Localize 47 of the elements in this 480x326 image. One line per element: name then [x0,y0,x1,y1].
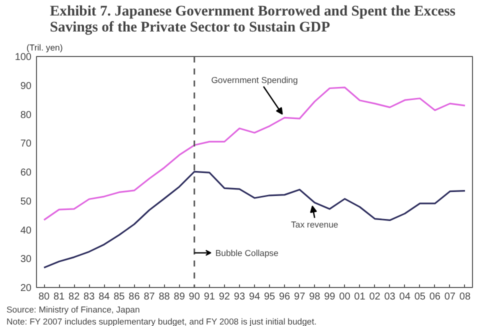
line-series [43,86,466,221]
x-tick-label: 90 [188,292,200,302]
x-tick-label: 02 [369,292,381,302]
y-tick-label: 20 [20,283,32,294]
x-tick-label: 92 [218,292,230,302]
x-tick-label: 97 [294,292,306,302]
y-tick-label: 60 [20,168,32,178]
x-tick-label: 87 [144,292,156,302]
x-tick-label: 81 [53,292,66,302]
y-tick-label: 30 [20,254,32,266]
x-tick-label: 89 [174,292,186,302]
x-tick-label: 01 [354,292,366,302]
x-tick-label: 80 [38,292,50,302]
x-tick-label: 07 [444,292,456,302]
x-tick-label: 08 [459,292,471,302]
y-tick-label: 70 [20,138,32,150]
x-tick-label: 84 [98,292,110,302]
series-label: Tax revenue [291,219,338,230]
y-tick-label: 40 [20,225,32,236]
y-tick-label: 50 [20,196,32,208]
y-tick-label: 100 [14,52,32,63]
x-tick-label: 95 [264,292,276,302]
y-tick-label: 90 [20,80,32,92]
x-tick-label: 85 [114,292,126,302]
x-tick-label: 98 [309,292,321,302]
y-axis-title: (Tril. yen) [26,42,63,52]
x-tick-label: 05 [414,292,426,302]
source-note: Source: Ministry of Finance, Japan [6,304,140,314]
chart-title: Exhibit 7. Japanese Government Borrowed and Spent the Excess Savings of the Private Sector to Sustain GDP [50,4,456,36]
x-tick-label: 96 [279,292,291,302]
ref-line-label: Bubble Collapse [215,248,279,258]
y-tick-label: 80 [20,110,32,121]
x-tick-label: 06 [429,292,441,302]
x-tick-label: 93 [234,292,246,302]
text: Note: FY 2007 includes supplementary budget, and FY 2008 is just initial budget. [6,316,317,326]
x-tick-label: 86 [128,292,140,302]
x-tick-label: 88 [158,292,170,302]
x-tick-label: 03 [384,292,396,302]
x-tick-label: 99 [324,292,336,302]
x-tick-label: 91 [204,292,216,302]
x-tick-label: 94 [248,292,260,302]
x-tick-label: 00 [339,292,351,302]
text: Government Spending [211,75,298,86]
x-tick-label: 04 [399,292,411,302]
x-tick-label: 83 [84,292,96,302]
x-tick-label: 82 [68,292,80,302]
line-series [43,170,466,268]
